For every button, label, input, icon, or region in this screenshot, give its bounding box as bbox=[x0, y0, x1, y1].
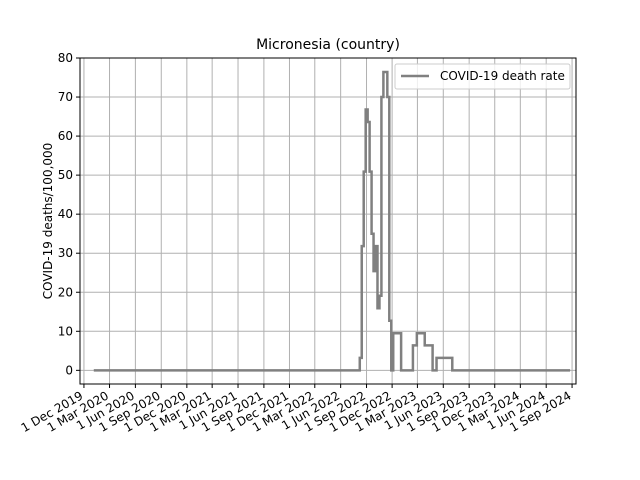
chart-title: Micronesia (country) bbox=[256, 37, 400, 53]
y-axis: 0 10 20 30 40 50 60 70 80 bbox=[58, 51, 80, 377]
legend: COVID-19 death rate bbox=[394, 63, 571, 90]
y-tick-label: 60 bbox=[58, 129, 73, 143]
y-tick-label: 50 bbox=[58, 168, 73, 182]
series-layer bbox=[93, 70, 571, 372]
y-tick-label: 40 bbox=[58, 207, 73, 221]
y-axis-label: COVID-19 deaths/100,000 bbox=[41, 143, 55, 300]
legend-box bbox=[394, 63, 571, 90]
y-tick-label: 80 bbox=[58, 51, 73, 65]
y-tick-label: 30 bbox=[58, 246, 73, 260]
y-tick-label: 10 bbox=[58, 324, 73, 338]
grid bbox=[80, 57, 576, 384]
series-line bbox=[93, 70, 571, 372]
legend-label: COVID-19 death rate bbox=[440, 69, 565, 83]
plot-frame bbox=[79, 57, 577, 385]
y-tick-label: 70 bbox=[58, 90, 73, 104]
y-tick-label: 0 bbox=[65, 363, 73, 377]
y-tick-label: 20 bbox=[58, 285, 73, 299]
